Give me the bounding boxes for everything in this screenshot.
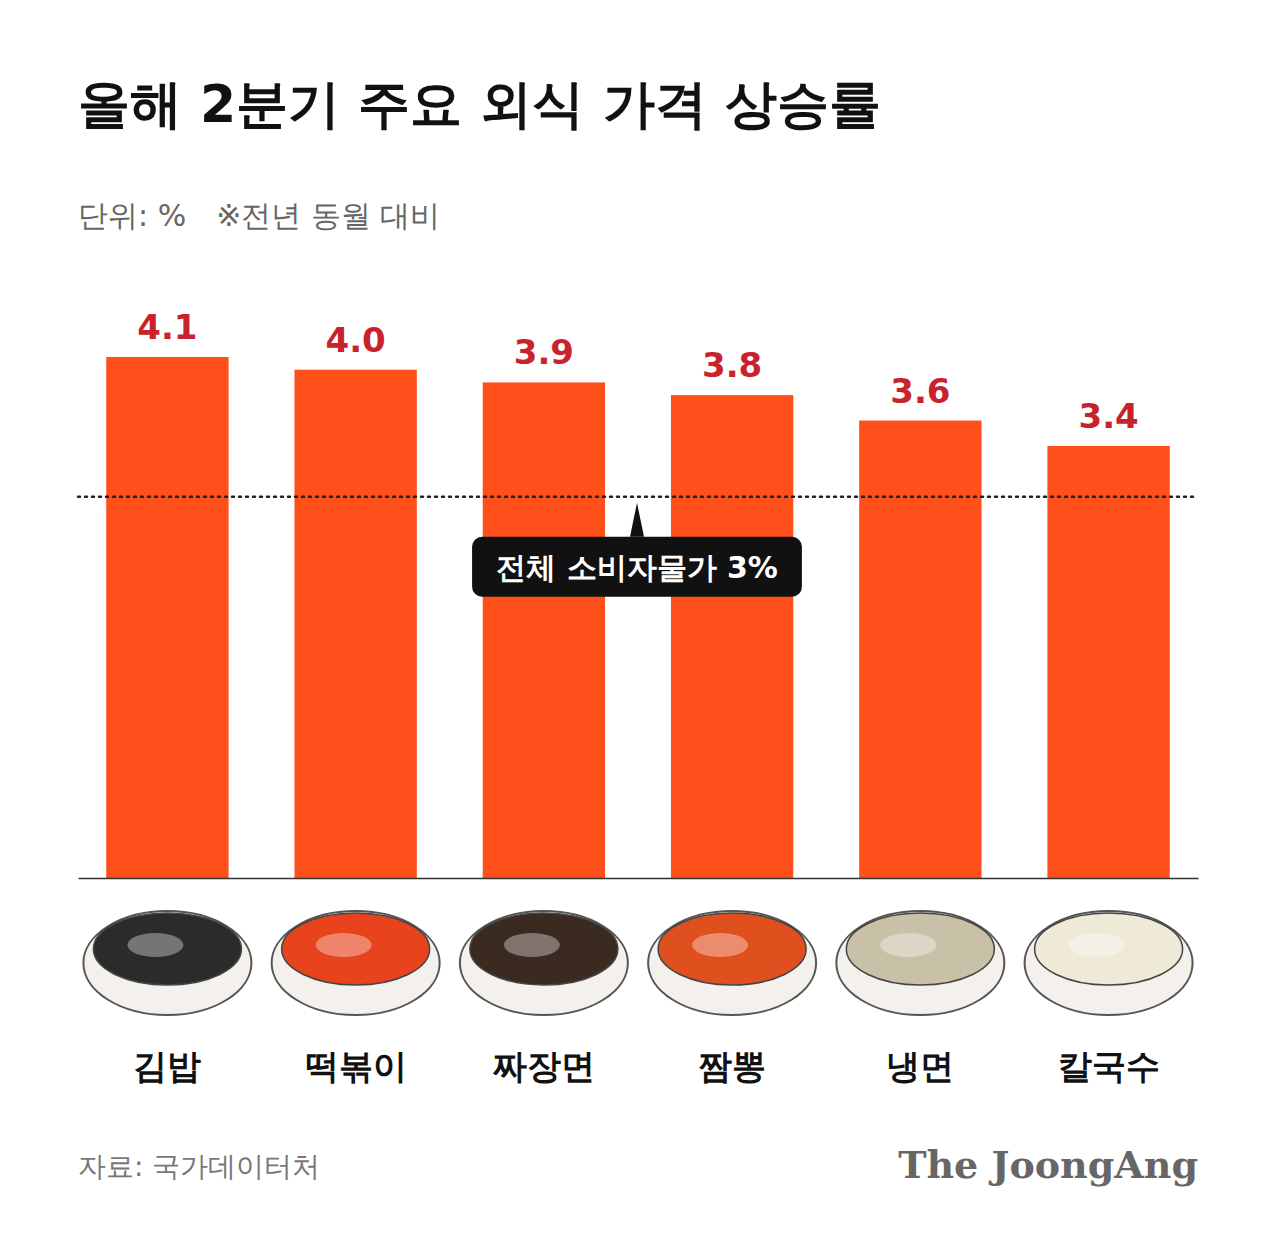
bar	[859, 421, 981, 878]
tick-label: 김밥	[133, 1046, 201, 1086]
callout: 전체 소비자물가 3%	[472, 503, 802, 597]
data-labels: 4.1 4.0 3.9 3.8 3.6 3.4	[137, 307, 1138, 436]
tick: 냉면	[886, 878, 954, 1086]
icon-food	[93, 913, 241, 985]
icon-bowl	[83, 911, 251, 1015]
icon-food	[1035, 913, 1183, 985]
icon-food	[846, 913, 994, 985]
subtitle: 단위: %	[78, 198, 186, 233]
icon-bowl	[648, 911, 816, 1015]
tick-label: 떡볶이	[305, 1046, 407, 1086]
icon-highlight	[316, 933, 372, 957]
callout-pointer	[630, 503, 644, 537]
callout-label: 전체 소비자물가 3%	[496, 550, 778, 585]
source: 자료: 국가데이터처	[78, 1150, 320, 1183]
data-label: 3.8	[702, 345, 762, 385]
icon-food	[282, 913, 430, 985]
data-label: 4.1	[137, 307, 197, 347]
icons	[83, 911, 1192, 1015]
subtitle: ※전년 동월 대비	[216, 198, 440, 233]
tick-label: 짬뽕	[698, 1046, 766, 1086]
bar	[1047, 446, 1169, 878]
title: 올해 2분기 주요 외식 가격 상승률	[78, 74, 881, 134]
chart: 올해 2분기 주요 외식 가격 상승률단위: % ※전년 동월 대비전체 소비자물…	[0, 0, 1280, 1240]
callout-box	[472, 537, 802, 597]
data-label: 3.4	[1078, 396, 1138, 436]
data-label: 4.0	[326, 320, 386, 360]
tick: 칼국수	[1058, 878, 1160, 1086]
axis-line	[79, 878, 1199, 880]
icon-highlight	[127, 933, 183, 957]
tick-label: 칼국수	[1058, 1046, 1160, 1086]
tick: 짬뽕	[698, 878, 766, 1086]
bars	[106, 357, 1170, 878]
icon-highlight	[692, 933, 748, 957]
tick-label: 냉면	[886, 1046, 954, 1086]
tick: 떡볶이	[305, 878, 407, 1086]
icon-bowl	[1025, 911, 1193, 1015]
tick: 짜장면	[492, 878, 595, 1086]
x-axis: 김밥 떡볶이 짜장면 짬뽕 냉면 칼국수	[79, 878, 1199, 1086]
icon-bowl	[836, 911, 1004, 1015]
data-label: 3.9	[514, 332, 574, 372]
reference-line	[78, 496, 1198, 499]
tick-label: 짜장면	[492, 1046, 595, 1086]
tick: 김밥	[133, 878, 201, 1086]
icon-bowl	[460, 911, 628, 1015]
icon-food	[470, 913, 618, 985]
bar	[294, 370, 416, 878]
icon-highlight	[880, 933, 936, 957]
credit: The JoongAng	[898, 1142, 1198, 1187]
icon-food	[658, 913, 806, 985]
bar	[483, 382, 605, 878]
bar	[671, 395, 793, 878]
icon-bowl	[272, 911, 440, 1015]
icon-highlight	[504, 933, 560, 957]
bar	[106, 357, 228, 878]
data-label: 3.6	[890, 371, 950, 411]
icon-highlight	[1069, 933, 1125, 957]
